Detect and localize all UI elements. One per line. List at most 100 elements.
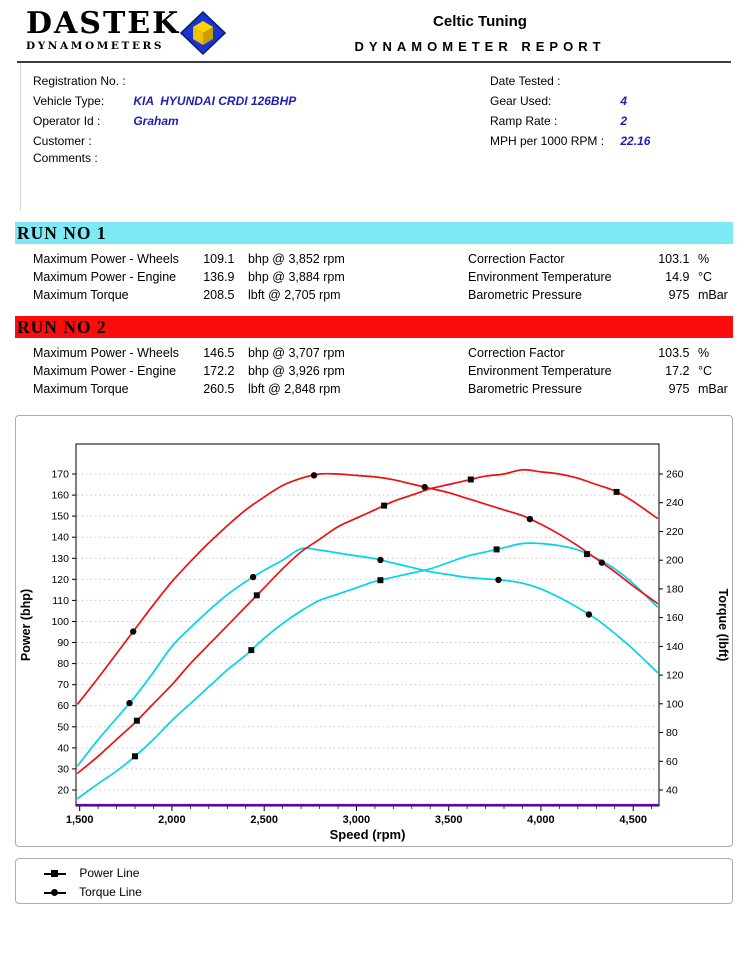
stat-unit: bhp @ 3,926 rpm (247, 364, 345, 378)
y-right-tick-label: 180 (666, 583, 684, 595)
info-row-vehicle-type: Vehicle Type: KIA HYUNDAI CRDI 126BHP (33, 94, 296, 108)
power-point-marker (248, 647, 255, 654)
stat-label: Maximum Power - Engine (33, 364, 177, 378)
stat-value: 103.1 (658, 252, 690, 266)
run-2-environment-temperature: Environment Temperature 17.2 °C (468, 364, 712, 378)
ramp-rate-label: Ramp Rate : (490, 114, 558, 128)
power-point-marker (133, 717, 140, 724)
y-left-tick-label: 90 (57, 637, 69, 649)
stat-unit: bhp @ 3,852 rpm (247, 252, 345, 266)
stat-label: Correction Factor (468, 346, 565, 360)
x-tick-label: 4,500 (619, 814, 647, 826)
run-1-max-torque: Maximum Torque 208.5 lbft @ 2,705 rpm (33, 288, 341, 302)
y-left-tick-label: 130 (51, 553, 69, 565)
legend-item-torque-line: Torque Line (44, 885, 142, 899)
torque-point-marker (598, 559, 605, 566)
y-right-tick-label: 240 (666, 497, 684, 509)
run-1-max-power-wheels: Maximum Power - Wheels 109.1 bhp @ 3,852… (33, 252, 345, 266)
dyno-chart: 20 30 40 50 60 70 80 90 100 110 120 130 140 150 160 170… (15, 415, 733, 847)
torque-point-marker (310, 472, 318, 479)
info-row-registration: Registration No. : (33, 74, 130, 88)
power-point-marker (132, 753, 138, 760)
y-left-tick-label: 60 (57, 700, 69, 712)
y-left-tick-label: 70 (57, 679, 69, 691)
y-left-tick-label: 100 (51, 616, 69, 628)
y-left-tick-label: 170 (51, 469, 69, 481)
torque-point-marker (526, 515, 534, 523)
stat-unit: °C (697, 364, 712, 378)
stat-unit: lbft @ 2,848 rpm (247, 382, 341, 396)
stat-label: Maximum Torque (33, 288, 129, 302)
report-title: DYNAMOMETER REPORT (354, 39, 606, 54)
power-point-marker (377, 577, 384, 584)
operator-value: Graham (133, 114, 179, 128)
operator-label: Operator Id : (33, 114, 101, 128)
stat-unit: bhp @ 3,707 rpm (247, 346, 345, 360)
y-right-tick-label: 200 (666, 555, 684, 567)
logo-title: DASTEK (26, 6, 181, 41)
stat-label: Maximum Power - Wheels (33, 346, 179, 360)
y-left-tick-label: 110 (52, 595, 69, 607)
torque-point-marker (495, 576, 502, 584)
date-tested-label: Date Tested : (490, 74, 561, 88)
torque-point-marker (126, 699, 133, 707)
torque-point-marker (249, 573, 257, 581)
torque-point-marker (130, 628, 137, 635)
stat-value: 975 (668, 288, 690, 302)
report-header: Celtic Tuning DYNAMOMETER REPORT (270, 13, 690, 54)
stat-unit: % (697, 346, 710, 360)
stat-value: 136.9 (203, 270, 235, 284)
torque-line-marker-icon (44, 888, 66, 898)
stat-label: Correction Factor (468, 252, 565, 266)
stat-value: 103.5 (658, 346, 690, 360)
y-right-tick-label: 140 (666, 641, 684, 653)
vehicle-type-value: KIA HYUNDAI CRDI 126BHP (133, 94, 297, 108)
stat-label: Maximum Power - Wheels (33, 252, 179, 266)
registration-label: Registration No. : (33, 74, 126, 88)
power-point-marker (381, 502, 388, 509)
run-2-title: RUN NO 2 (17, 317, 107, 337)
power-line-marker-icon (44, 869, 66, 879)
y-left-tick-label: 40 (57, 742, 69, 754)
run-1-header-bar: RUN NO 1 (15, 222, 733, 244)
run-1-title: RUN NO 1 (17, 223, 107, 243)
stat-unit: mBar (697, 288, 728, 302)
run-1-environment-temperature: Environment Temperature 14.9 °C (468, 270, 712, 284)
power-point-marker (467, 476, 474, 483)
series-line-3 (76, 468, 659, 774)
stat-value: 17.2 (665, 364, 690, 378)
legend-item-power-line: Power Line (44, 866, 139, 880)
y-left-tick-label: 150 (51, 511, 69, 523)
y-right-tick-label: 40 (666, 785, 678, 797)
stat-unit: °C (697, 270, 712, 284)
stat-value: 109.1 (203, 252, 235, 266)
y-right-tick-label: 220 (666, 526, 684, 538)
y-left-axis-title: Power (bhp) (19, 589, 33, 661)
stat-unit: lbft @ 2,705 rpm (247, 288, 341, 302)
run-2-correction-factor: Correction Factor 103.5 % (468, 346, 709, 360)
legend-torque-label: Torque Line (79, 885, 142, 899)
run-1-correction-factor: Correction Factor 103.1 % (468, 252, 709, 266)
x-tick-label: 3,500 (435, 814, 463, 826)
y-left-tick-label: 80 (57, 658, 69, 670)
run-2-max-power-engine: Maximum Power - Engine 172.2 bhp @ 3,926… (33, 364, 345, 378)
stat-value: 14.9 (665, 270, 690, 284)
power-point-marker (584, 551, 590, 558)
stat-value: 975 (668, 382, 690, 396)
y-right-tick-label: 260 (666, 469, 684, 481)
logo-subtitle: DYNAMOMETERS (26, 40, 165, 52)
stat-label: Environment Temperature (468, 364, 612, 378)
y-right-tick-label: 160 (666, 612, 684, 624)
y-right-tick-label: 80 (666, 727, 678, 739)
stat-value: 172.2 (203, 364, 235, 378)
y-right-tick-label: 120 (666, 670, 684, 682)
torque-point-marker (377, 556, 384, 564)
stat-label: Maximum Torque (33, 382, 129, 396)
info-row-date-tested: Date Tested : (490, 74, 617, 88)
y-left-tick-label: 50 (57, 721, 69, 733)
info-row-ramp-rate: Ramp Rate : 2 (490, 114, 627, 128)
comments-label: Comments : (33, 151, 98, 165)
customer-label: Customer : (33, 134, 92, 148)
info-row-mph-per-1000rpm: MPH per 1000 RPM : 22.16 (490, 134, 650, 148)
